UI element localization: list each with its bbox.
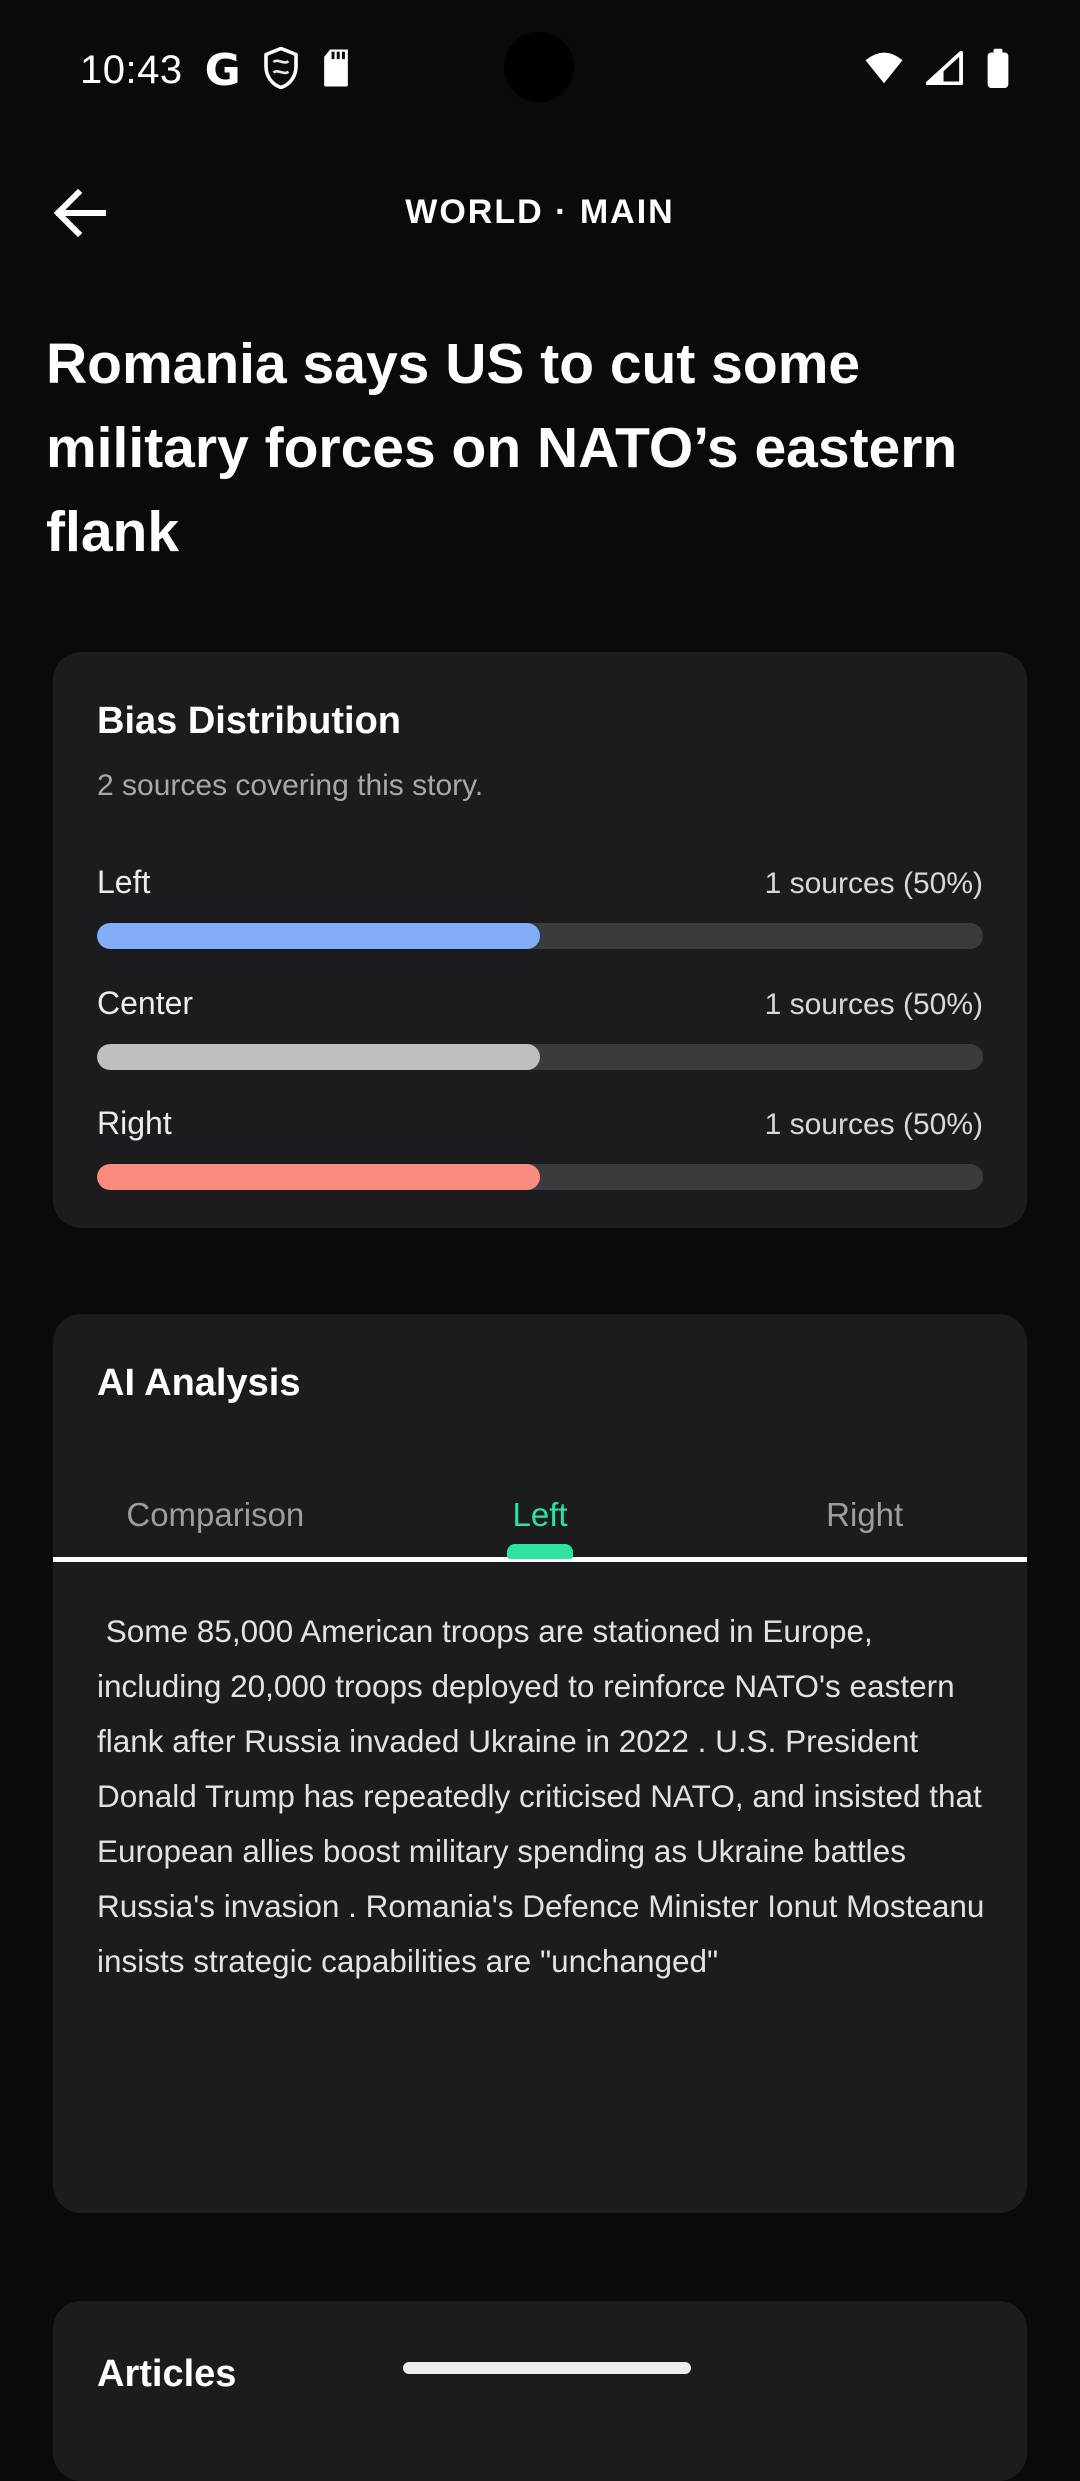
bias-row-left: Left 1 sources (50%) bbox=[97, 864, 983, 949]
ai-analysis-text: Some 85,000 American troops are statione… bbox=[97, 1613, 994, 1979]
bias-row-center: Center 1 sources (50%) bbox=[97, 985, 983, 1070]
tab-left-label: Left bbox=[512, 1495, 568, 1533]
bias-row-label: Left bbox=[97, 864, 151, 900]
bias-bar-fill-left bbox=[97, 923, 540, 949]
tab-right[interactable]: Right bbox=[702, 1472, 1027, 1557]
bias-card-title: Bias Distribution bbox=[97, 700, 402, 742]
back-arrow-icon bbox=[53, 188, 107, 240]
article-headline: Romania says US to cut some military for… bbox=[46, 332, 958, 564]
app-header: WORLD · MAIN bbox=[0, 172, 1080, 252]
ai-card-title: AI Analysis bbox=[97, 1362, 301, 1404]
tab-comparison[interactable]: Comparison bbox=[53, 1472, 378, 1557]
bias-bar-track bbox=[97, 1164, 983, 1190]
page-breadcrumb-title: WORLD · MAIN bbox=[405, 192, 675, 231]
bias-row-value: 1 sources (50%) bbox=[764, 867, 983, 900]
battery-icon bbox=[986, 48, 1010, 93]
google-g-icon: G bbox=[204, 44, 241, 96]
status-bar-right bbox=[864, 48, 1010, 93]
bias-bar-track bbox=[97, 1044, 983, 1070]
bias-row-right: Right 1 sources (50%) bbox=[97, 1105, 983, 1190]
bias-distribution-card: Bias Distribution 2 sources covering thi… bbox=[53, 652, 1027, 1228]
cell-signal-icon bbox=[925, 50, 964, 90]
bias-bar-fill-center bbox=[97, 1044, 540, 1070]
articles-card-title: Articles bbox=[97, 2353, 237, 2395]
articles-drag-handle[interactable] bbox=[403, 2362, 691, 2374]
clock-text: 10:43 bbox=[80, 47, 183, 92]
active-tab-indicator bbox=[507, 1544, 573, 1559]
bias-row-value: 1 sources (50%) bbox=[764, 988, 983, 1021]
camera-punch-hole bbox=[504, 32, 574, 102]
bias-row-label: Center bbox=[97, 985, 194, 1021]
bias-card-subtitle: 2 sources covering this story. bbox=[97, 769, 484, 802]
back-button[interactable] bbox=[52, 186, 108, 242]
status-bar: 10:43 G bbox=[0, 28, 1080, 112]
bias-row-value: 1 sources (50%) bbox=[764, 1108, 983, 1141]
sd-card-icon bbox=[321, 48, 351, 93]
ai-analysis-tabs: Comparison Left Right bbox=[53, 1472, 1027, 1562]
ai-analysis-card: AI Analysis Comparison Left Right Some 8… bbox=[53, 1314, 1027, 2213]
play-protect-shield-icon bbox=[263, 46, 299, 94]
bias-bar-fill-right bbox=[97, 1164, 540, 1190]
wifi-icon bbox=[864, 51, 904, 90]
status-bar-left: 10:43 G bbox=[80, 45, 351, 96]
bias-bar-track bbox=[97, 923, 983, 949]
tab-left[interactable]: Left bbox=[378, 1472, 703, 1559]
bias-row-label: Right bbox=[97, 1105, 172, 1141]
articles-card: Articles bbox=[53, 2301, 1027, 2481]
